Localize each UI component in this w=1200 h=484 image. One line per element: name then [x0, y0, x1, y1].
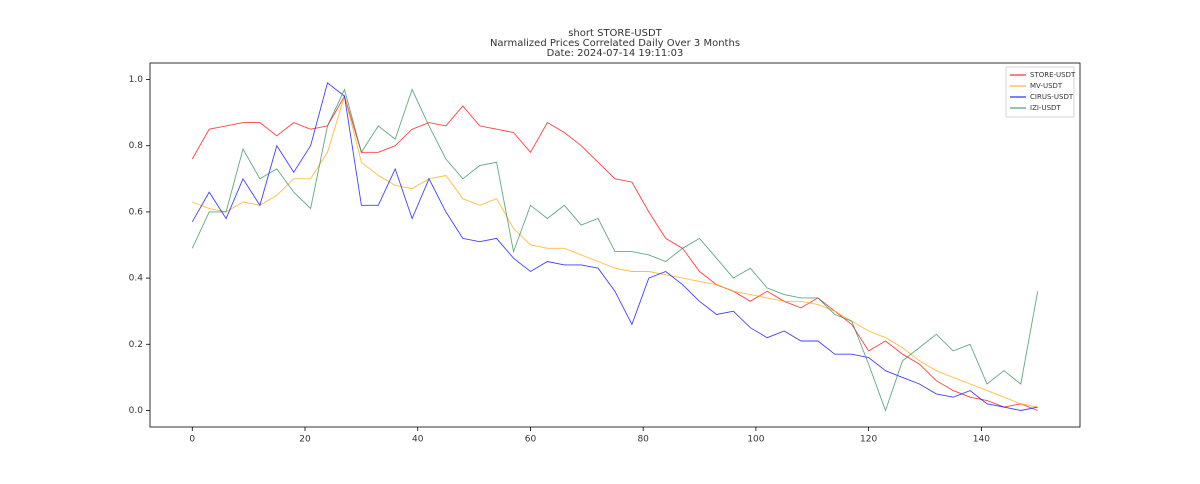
legend-label: MV-USDT [1030, 82, 1063, 90]
x-tick-label: 20 [299, 435, 311, 445]
legend-label: IZI-USDT [1030, 104, 1061, 112]
y-tick-label: 0.2 [129, 340, 143, 350]
series-line [191, 88, 1039, 412]
chart-date: Date: 2024-07-14 19:11:03 [547, 48, 684, 59]
series-line [191, 82, 1038, 411]
series-line [192, 94, 1038, 408]
x-tick-label: 140 [973, 435, 990, 445]
plot-frame [149, 62, 1081, 428]
legend-box [1005, 66, 1075, 118]
x-tick-label: 60 [525, 435, 537, 445]
x-tick-label: 0 [189, 435, 195, 445]
y-tick-label: 0.0 [129, 406, 144, 416]
x-tick-label: 100 [747, 435, 764, 445]
legend-label: STORE-USDT [1030, 71, 1076, 79]
series-line [191, 94, 1038, 411]
y-tick-label: 0.8 [129, 141, 144, 151]
legend-label: CIRUS-USDT [1030, 93, 1074, 101]
x-tick-label: 80 [637, 435, 649, 445]
chart-title: short STORE-USDT [568, 28, 662, 39]
y-tick-label: 0.6 [129, 207, 144, 217]
x-tick-label: 40 [412, 435, 424, 445]
chart-subtitle: Narmalized Prices Correlated Daily Over … [490, 38, 740, 49]
x-tick-label: 120 [860, 435, 877, 445]
y-tick-label: 0.4 [129, 274, 144, 284]
y-tick-label: 1.0 [129, 75, 144, 85]
